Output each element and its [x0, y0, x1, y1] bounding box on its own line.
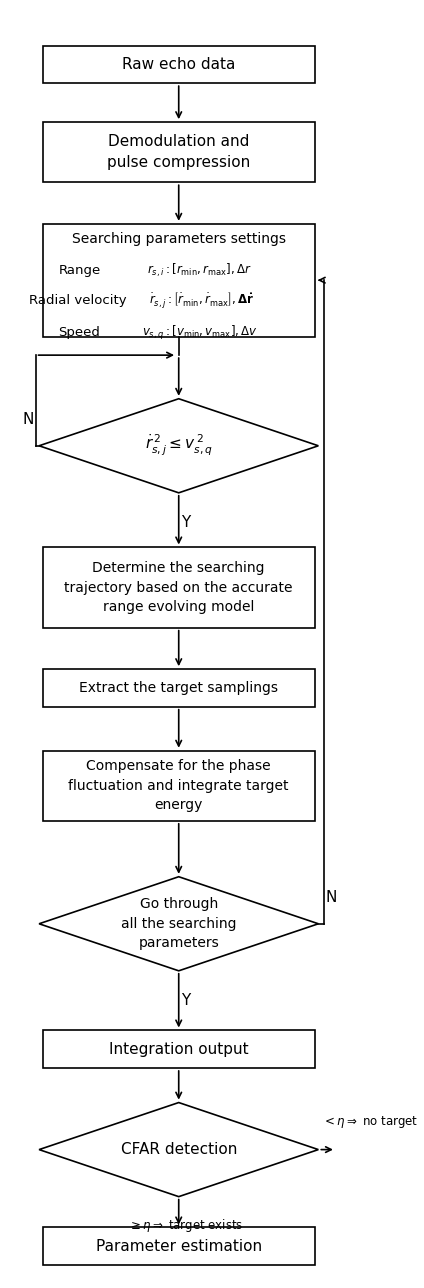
Text: N: N	[22, 412, 34, 426]
Polygon shape	[39, 1103, 318, 1197]
FancyBboxPatch shape	[42, 751, 315, 820]
FancyBboxPatch shape	[42, 1030, 315, 1068]
Text: Y: Y	[181, 515, 190, 531]
Text: $\geq\eta\Rightarrow$ target exists: $\geq\eta\Rightarrow$ target exists	[128, 1217, 243, 1234]
Text: Speed: Speed	[58, 326, 100, 339]
FancyBboxPatch shape	[42, 547, 315, 627]
Text: Compensate for the phase
fluctuation and integrate target
energy: Compensate for the phase fluctuation and…	[68, 759, 289, 813]
Text: Parameter estimation: Parameter estimation	[96, 1239, 262, 1253]
Text: Radial velocity: Radial velocity	[28, 294, 126, 307]
FancyBboxPatch shape	[42, 122, 315, 183]
Text: Extract the target samplings: Extract the target samplings	[79, 681, 278, 696]
Text: N: N	[325, 890, 337, 905]
Text: Raw echo data: Raw echo data	[122, 57, 235, 72]
FancyBboxPatch shape	[42, 668, 315, 707]
Text: Integration output: Integration output	[109, 1042, 248, 1056]
Text: $\dot{r}^{\,2}_{s,j}\leq v^{\,2}_{s,q}$: $\dot{r}^{\,2}_{s,j}\leq v^{\,2}_{s,q}$	[145, 433, 213, 459]
Polygon shape	[39, 399, 318, 493]
Text: Go through
all the searching
parameters: Go through all the searching parameters	[121, 898, 237, 951]
Text: Range: Range	[58, 264, 100, 277]
Text: Determine the searching
trajectory based on the accurate
range evolving model: Determine the searching trajectory based…	[64, 562, 293, 614]
FancyBboxPatch shape	[42, 1227, 315, 1265]
Text: $<\eta\Rightarrow$ no target: $<\eta\Rightarrow$ no target	[322, 1114, 418, 1130]
Text: Demodulation and
pulse compression: Demodulation and pulse compression	[107, 134, 250, 170]
Text: CFAR detection: CFAR detection	[120, 1142, 237, 1157]
Text: $\dot{r}_{s,j}:\left[\dot{r}_{\min},\dot{r}_{\max}\right],\mathbf{\Delta\dot{r}}: $\dot{r}_{s,j}:\left[\dot{r}_{\min},\dot…	[148, 290, 254, 310]
FancyBboxPatch shape	[42, 45, 315, 84]
Text: Searching parameters settings: Searching parameters settings	[72, 232, 286, 246]
Text: Y: Y	[181, 993, 190, 1009]
Text: $v_{s,q}:\left[v_{\min},v_{\max}\right],\Delta v$: $v_{s,q}:\left[v_{\min},v_{\max}\right],…	[142, 323, 258, 341]
Text: $r_{s,i}:\left[r_{\min},r_{\max}\right],\Delta r$: $r_{s,i}:\left[r_{\min},r_{\max}\right],…	[147, 261, 252, 278]
Polygon shape	[39, 877, 318, 971]
FancyBboxPatch shape	[42, 224, 315, 336]
